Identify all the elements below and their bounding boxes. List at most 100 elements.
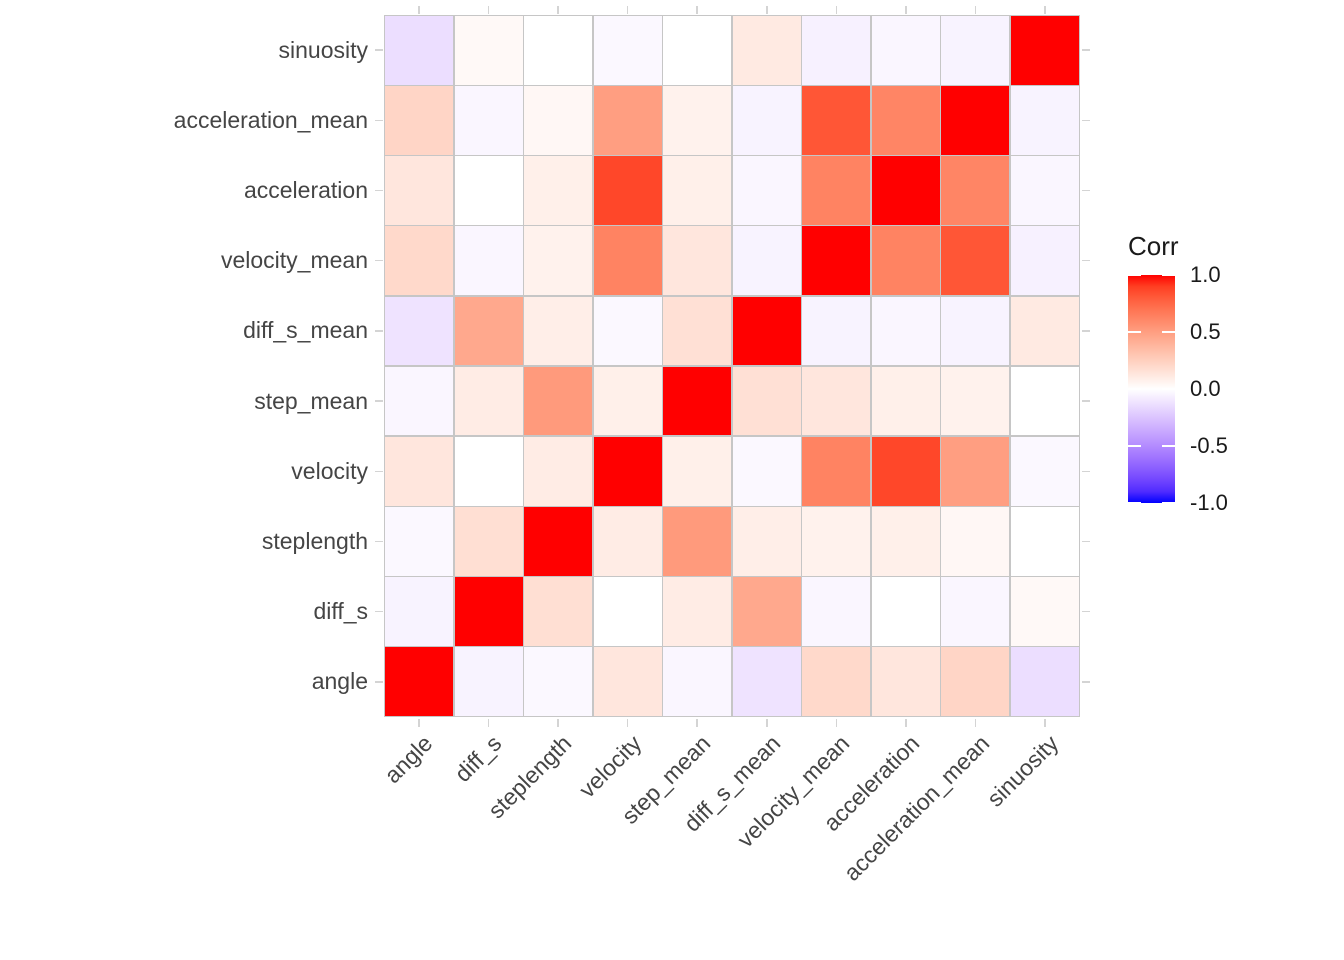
axis-tick-mark [835, 6, 838, 14]
y-axis-label: step_mean [254, 387, 368, 414]
legend-tick-mark [1128, 502, 1141, 503]
axis-tick-mark [1081, 610, 1090, 613]
axis-tick-mark [375, 610, 383, 613]
heatmap-cell [732, 507, 801, 576]
y-axis-label: diff_s_mean [243, 317, 368, 344]
axis-tick-mark [375, 49, 383, 51]
heatmap-cell [385, 156, 454, 225]
heatmap-cell [1010, 296, 1079, 366]
heatmap-cell [732, 296, 801, 366]
heatmap-cell [454, 577, 523, 646]
heatmap-cell [802, 647, 871, 716]
heatmap-cell [454, 86, 523, 155]
heatmap-cell [732, 577, 801, 646]
heatmap-cell [941, 436, 1010, 506]
heatmap-cell [1010, 16, 1079, 85]
legend-colorbar [1128, 275, 1175, 503]
axis-tick-mark [766, 718, 768, 727]
axis-tick-mark [1081, 540, 1090, 543]
axis-tick-mark [1081, 49, 1090, 51]
legend-tick-mark [1128, 275, 1141, 276]
heatmap-cell [802, 296, 871, 366]
heatmap-cell [593, 226, 662, 296]
heatmap-cell [941, 86, 1010, 155]
heatmap-cell [802, 507, 871, 576]
heatmap-cell [871, 507, 940, 576]
heatmap-cell [802, 156, 871, 225]
heatmap-cell [1010, 647, 1079, 716]
axis-tick-mark [905, 6, 907, 14]
heatmap-cell [663, 436, 732, 506]
heatmap-cell [524, 577, 593, 646]
heatmap-cell [524, 156, 593, 225]
heatmap-cell [941, 296, 1010, 366]
heatmap-cell [385, 86, 454, 155]
heatmap-cell [1010, 156, 1079, 225]
heatmap-cell [1010, 436, 1079, 506]
heatmap-cell [454, 156, 523, 225]
heatmap-cell [593, 647, 662, 716]
axis-tick-mark [905, 718, 907, 727]
heatmap-cell [663, 647, 732, 716]
heatmap-cell [593, 436, 662, 506]
heatmap-cell [385, 577, 454, 646]
legend-tick-mark [1162, 331, 1175, 333]
axis-tick-mark [1081, 259, 1090, 262]
legend-tick-mark [1162, 445, 1175, 447]
heatmap-cell [663, 296, 732, 366]
heatmap-cell [732, 436, 801, 506]
heatmap-panel [384, 15, 1080, 717]
heatmap-cell [871, 226, 940, 296]
axis-tick-mark [375, 259, 383, 262]
heatmap-cell [454, 436, 523, 506]
axis-tick-mark [1044, 718, 1046, 727]
heatmap-cell [802, 436, 871, 506]
heatmap-cell [454, 296, 523, 366]
heatmap-cell [593, 156, 662, 225]
heatmap-cell [454, 366, 523, 436]
axis-tick-mark [557, 718, 559, 727]
heatmap-cell [732, 366, 801, 436]
y-axis-label: diff_s [313, 598, 368, 625]
y-axis-label: steplength [261, 527, 368, 554]
heatmap-cell [802, 577, 871, 646]
heatmap-cell [871, 156, 940, 225]
heatmap-cell [663, 86, 732, 155]
legend-tick-label: 0.0 [1190, 376, 1221, 401]
y-axis-label: acceleration [243, 176, 368, 203]
heatmap-cell [941, 16, 1010, 85]
legend-tick-mark [1162, 388, 1175, 390]
y-axis-label: velocity [291, 457, 368, 484]
heatmap-cell [385, 16, 454, 85]
axis-tick-mark [1081, 400, 1090, 402]
legend-tick-label: -0.5 [1190, 433, 1228, 458]
legend-tick-mark [1128, 331, 1141, 333]
heatmap-cell [732, 86, 801, 155]
heatmap-cell [1010, 577, 1079, 646]
axis-tick-mark [1081, 330, 1090, 332]
heatmap-cell [524, 86, 593, 155]
heatmap-cell [941, 577, 1010, 646]
axis-tick-mark [1081, 470, 1090, 473]
heatmap-cell [941, 156, 1010, 225]
heatmap-cell [1010, 86, 1079, 155]
legend-tick-label: -1.0 [1190, 490, 1228, 515]
heatmap-cell [663, 507, 732, 576]
heatmap-cell [385, 226, 454, 296]
legend-tick-label: 0.5 [1190, 319, 1221, 344]
heatmap-cell [385, 507, 454, 576]
heatmap-cell [871, 647, 940, 716]
heatmap-cell [524, 507, 593, 576]
heatmap-cell [732, 156, 801, 225]
heatmap-cell [524, 296, 593, 366]
heatmap-cell [454, 16, 523, 85]
heatmap-cell [663, 156, 732, 225]
axis-tick-mark [1081, 189, 1090, 192]
axis-tick-mark [375, 470, 383, 473]
heatmap-cell [454, 507, 523, 576]
legend-tick-mark [1162, 502, 1175, 503]
heatmap-cell [524, 366, 593, 436]
heatmap-cell [1010, 366, 1079, 436]
heatmap-cell [663, 16, 732, 85]
